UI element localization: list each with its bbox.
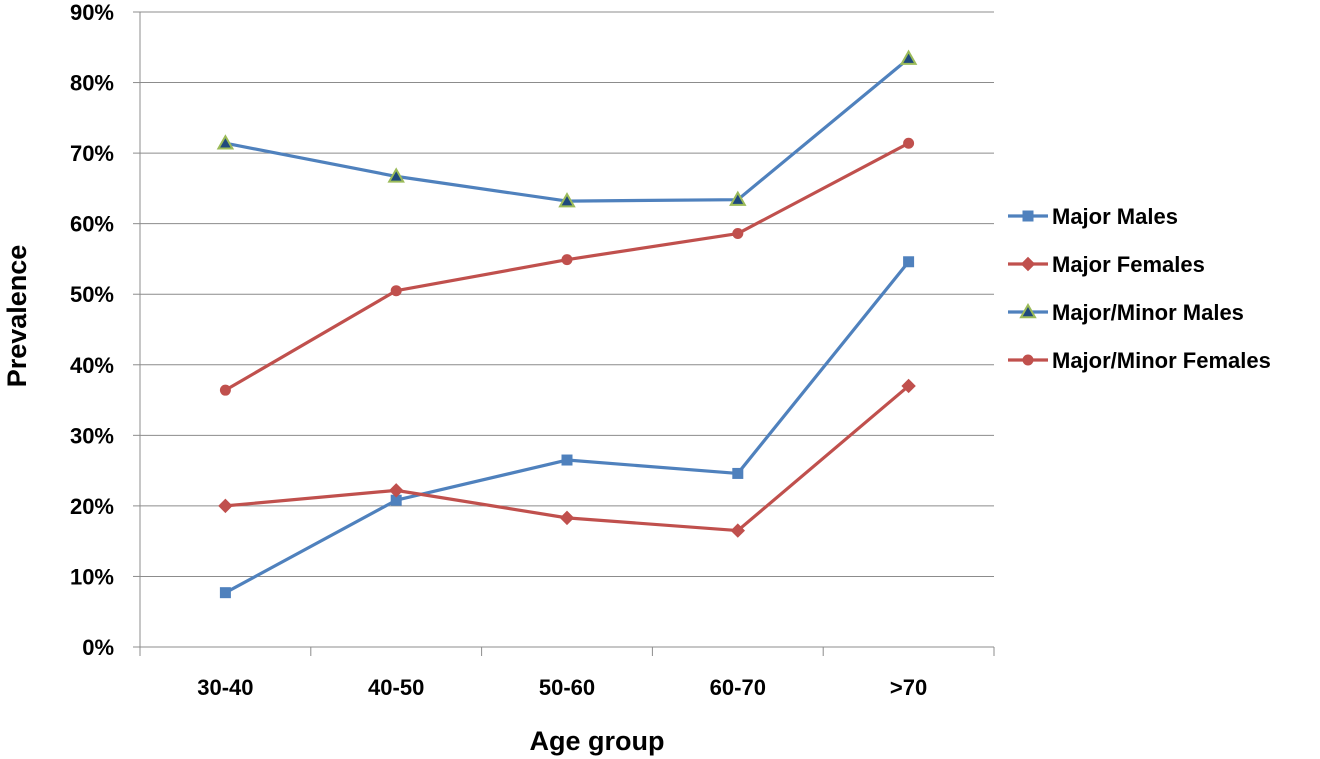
x-axis-title: Age group [530, 726, 665, 756]
data-point [729, 190, 747, 206]
x-tick-label: >70 [890, 675, 927, 700]
legend-marker [1022, 354, 1034, 366]
y-tick-label: 60% [70, 212, 114, 237]
axes [133, 11, 995, 656]
y-tick-label: 70% [70, 141, 114, 166]
legend-label: Major/Minor Females [1052, 348, 1271, 373]
legend-label: Major/Minor Males [1052, 300, 1244, 325]
y-tick-label: 40% [70, 353, 114, 378]
gridlines [140, 11, 994, 577]
series-2 [216, 49, 918, 208]
x-tick-label: 40-50 [368, 675, 424, 700]
data-point [903, 137, 915, 149]
series-1 [218, 378, 916, 538]
y-tick-label: 90% [70, 0, 114, 25]
x-tick-label: 30-40 [197, 675, 253, 700]
data-point [387, 167, 405, 183]
series-group [216, 49, 918, 599]
data-point [899, 49, 918, 65]
legend-item: Major/Minor Males [1008, 300, 1244, 325]
y-axis-title: Prevalence [2, 245, 32, 388]
y-tick-label: 50% [70, 282, 114, 307]
data-point [219, 384, 231, 396]
data-point [390, 285, 402, 297]
series-line [224, 260, 910, 595]
y-tick-label: 0% [82, 635, 114, 660]
series-0 [219, 256, 915, 599]
y-tick-labels: 0% 10% 20% 30% 40% 50% 60% 70% 80% 90% [70, 0, 114, 660]
data-point [216, 134, 235, 150]
x-tick-label: 60-70 [710, 675, 766, 700]
legend-marker [1022, 210, 1034, 222]
data-point [558, 192, 576, 208]
y-tick-label: 30% [70, 423, 114, 448]
data-point [903, 256, 915, 268]
data-point [730, 523, 746, 538]
legend-marker [1019, 302, 1037, 319]
series-3 [219, 137, 915, 396]
y-tick-label: 80% [70, 71, 114, 96]
x-tick-label: 50-60 [539, 675, 595, 700]
y-tick-label: 20% [70, 494, 114, 519]
data-point [561, 254, 573, 266]
data-point [901, 378, 916, 394]
series-line [225, 57, 910, 203]
legend-item: Major Females [1008, 252, 1205, 277]
data-point [561, 454, 573, 466]
x-tick-labels: 30-40 40-50 50-60 60-70 >70 [197, 675, 927, 700]
data-point [388, 483, 404, 498]
legend-label: Major Males [1052, 204, 1178, 229]
legend-item: Major/Minor Females [1008, 348, 1271, 373]
legend-marker [1020, 256, 1036, 272]
y-tick-label: 10% [70, 564, 114, 589]
series-line [224, 141, 910, 392]
data-point [732, 228, 744, 240]
legend-item: Major Males [1008, 204, 1178, 229]
data-point [732, 467, 744, 479]
data-point [559, 510, 575, 526]
data-point [218, 498, 233, 514]
legend: Major Males Major Females Major/Minor Male… [1008, 204, 1271, 373]
data-point [219, 587, 231, 599]
legend-label: Major Females [1052, 252, 1205, 277]
